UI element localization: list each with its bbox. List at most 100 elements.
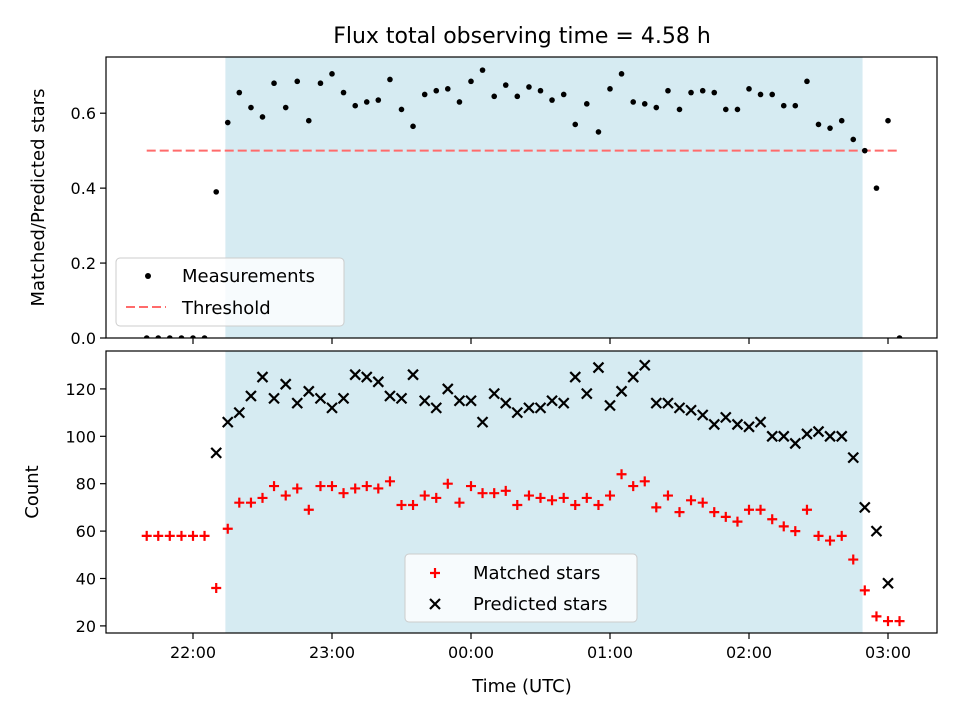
- predicted-star-point: [303, 385, 315, 398]
- measurement-point: [595, 129, 602, 135]
- measurement-point: [757, 91, 764, 98]
- measurement-point: [746, 86, 752, 92]
- predicted-star-point: [465, 394, 477, 407]
- matched-star-point: [176, 530, 187, 541]
- measurement-point: [271, 80, 277, 87]
- matched-star-point: [605, 490, 615, 501]
- measurement-point: [502, 82, 509, 88]
- measurement-point: [711, 89, 718, 96]
- matched-star-point: [813, 530, 824, 541]
- y-axis-label: Matched/Predicted stars: [28, 89, 49, 307]
- predicted-star-point: [835, 430, 848, 443]
- measurement-point: [896, 335, 903, 338]
- legend: Measurements Threshold: [115, 257, 345, 327]
- measurement-point: [421, 91, 428, 98]
- measurement-point: [688, 89, 694, 96]
- matched-star-point: [280, 490, 291, 501]
- predicted-star-point: [210, 447, 222, 459]
- matched-star-point: [199, 530, 210, 541]
- predicted-star-point: [754, 416, 767, 428]
- predicted-star-point: [233, 406, 246, 419]
- matched-star-point: [245, 497, 256, 508]
- predicted-star-point: [523, 402, 535, 414]
- legend-label-threshold: Threshold: [181, 298, 271, 319]
- predicted-star-point: [268, 392, 280, 405]
- x-tick-label: 02:00: [726, 643, 772, 662]
- measurement-point: [317, 80, 324, 87]
- predicted-star-point: [372, 376, 385, 388]
- y-tick-label: 0.2: [71, 254, 96, 273]
- matched-star-point: [164, 530, 175, 541]
- predicted-star-point: [847, 451, 860, 464]
- matched-star-point: [639, 476, 650, 487]
- predicted-star-point: [708, 418, 721, 431]
- measurement-point: [248, 104, 254, 111]
- matched-star-point: [512, 500, 523, 511]
- measurement-point: [213, 189, 220, 195]
- predicted-star-point: [499, 397, 512, 409]
- matched-star-point: [350, 483, 361, 494]
- measurement-point: [166, 335, 173, 338]
- measurement-point: [201, 335, 208, 338]
- y-tick-label: 120: [65, 380, 96, 399]
- matched-star-point: [489, 488, 500, 499]
- axes-frame: [105, 56, 938, 339]
- legend-marker-measurements: [145, 273, 151, 279]
- predicted-star-point: [592, 361, 605, 374]
- measurement-point: [549, 97, 555, 103]
- matched-star-point: [801, 504, 812, 515]
- measurement-point: [607, 86, 613, 92]
- matched-star-point: [790, 526, 801, 537]
- predicted-star-point: [615, 385, 628, 398]
- matched-star-point: [384, 476, 395, 487]
- measurement-point: [873, 185, 880, 191]
- predicted-star-point: [812, 425, 825, 438]
- matched-star-point: [720, 511, 731, 522]
- predicted-star-point: [662, 397, 674, 409]
- measurement-point: [560, 91, 567, 98]
- measurement-point: [178, 335, 185, 338]
- predicted-star-point: [882, 577, 894, 590]
- legend: Matched stars Predicted stars: [404, 553, 638, 623]
- matched-star-point: [361, 481, 372, 492]
- predicted-star-point: [349, 368, 361, 381]
- matched-star-point: [883, 616, 893, 627]
- matched-star-point: [535, 492, 546, 503]
- matched-star-point: [755, 504, 766, 515]
- matched-star-point: [222, 523, 233, 534]
- matched-star-point: [732, 516, 743, 527]
- predicted-star-point: [453, 394, 466, 407]
- predicted-star-point: [360, 371, 373, 383]
- matched-star-point: [419, 490, 430, 501]
- measurement-point: [734, 106, 741, 113]
- matched-star-point: [616, 469, 627, 480]
- measurement-point: [456, 99, 463, 105]
- matched-star-point: [454, 497, 465, 508]
- matched-star-point: [871, 611, 882, 622]
- matched-star-point: [628, 481, 639, 492]
- matched-star-point: [709, 507, 720, 518]
- matched-star-point: [500, 485, 511, 496]
- predicted-star-point: [279, 378, 292, 390]
- y-tick-label: 100: [65, 427, 96, 446]
- matched-star-point: [153, 530, 164, 541]
- matched-star-point: [477, 488, 488, 499]
- measurement-point: [236, 89, 243, 96]
- y-tick-label: 40: [76, 569, 96, 588]
- x-tick-label: 00:00: [448, 643, 494, 662]
- measurement-point: [838, 117, 845, 124]
- predicted-star-point: [581, 387, 593, 400]
- measurement-point: [294, 78, 301, 85]
- measurement-point: [665, 87, 671, 94]
- predicted-star-point: [326, 402, 338, 414]
- measurement-point: [433, 87, 440, 94]
- measurement-point: [676, 106, 683, 113]
- legend-label-measurements: Measurements: [182, 266, 315, 287]
- predicted-star-point: [384, 390, 396, 402]
- matched-star-point: [836, 530, 847, 541]
- matched-star-point: [848, 554, 859, 565]
- measurement-point: [491, 93, 498, 100]
- predicted-star-point: [314, 392, 327, 405]
- predicted-star-point: [859, 501, 871, 514]
- y-tick-label: 20: [76, 617, 96, 636]
